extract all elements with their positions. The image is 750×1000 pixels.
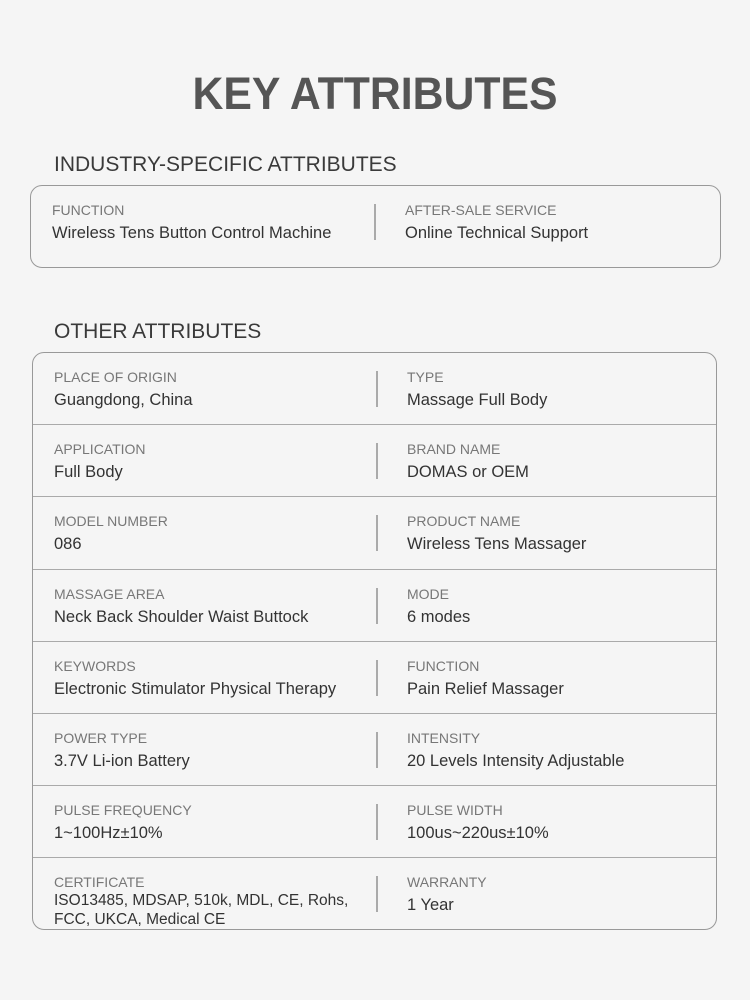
attribute-label: PULSE FREQUENCY <box>54 802 192 819</box>
attribute-cell: KEYWORDS Electronic Stimulator Physical T… <box>54 642 374 713</box>
attribute-cell: POWER TYPE 3.7V Li-ion Battery <box>54 714 374 785</box>
other-heading: OTHER ATTRIBUTES <box>54 320 262 343</box>
attribute-value: 086 <box>54 535 82 554</box>
attribute-label: INTENSITY <box>407 729 481 746</box>
attribute-cell: BRAND NAME DOMAS or OEM <box>407 425 707 496</box>
attribute-label: FUNCTION <box>52 202 125 218</box>
attribute-label: KEYWORDS <box>54 657 136 674</box>
column-divider <box>374 204 376 240</box>
attribute-value: 3.7V Li-ion Battery <box>54 751 190 770</box>
column-divider <box>376 515 378 552</box>
attribute-label: PULSE WIDTH <box>407 802 503 819</box>
attribute-cell: PULSE WIDTH 100us~220us±10% <box>407 786 707 857</box>
attribute-cell: TYPE Massage Full Body <box>407 353 707 424</box>
attribute-value: 6 modes <box>407 607 471 626</box>
attribute-row: CERTIFICATE ISO13485, MDSAP, 510k, MDL, C… <box>33 858 716 930</box>
attribute-row: PULSE FREQUENCY 1~100Hz±10% PULSE WIDTH 100… <box>33 786 716 859</box>
attribute-cell: FUNCTION Pain Relief Massager <box>407 642 707 713</box>
attribute-label: CERTIFICATE <box>54 874 145 891</box>
attribute-cell: WARRANTY 1 Year <box>407 858 707 930</box>
industry-heading: INDUSTRY-SPECIFIC ATTRIBUTES <box>54 153 397 176</box>
attribute-cell: INTENSITY 20 Levels Intensity Adjustable <box>407 714 707 785</box>
attribute-value: Online Technical Support <box>405 224 589 242</box>
attribute-row: MODEL NUMBER 086 PRODUCT NAME Wireless Tens… <box>33 497 716 570</box>
attribute-row: KEYWORDS Electronic Stimulator Physical T… <box>33 642 716 714</box>
attribute-label: WARRANTY <box>407 874 487 891</box>
column-divider <box>376 659 378 696</box>
attribute-row: PLACE OF ORIGIN Guangdong, China TYPE Massa… <box>33 353 716 426</box>
attribute-label: MODEL NUMBER <box>54 513 168 530</box>
attribute-value: 20 Levels Intensity Adjustable <box>407 751 625 770</box>
column-divider <box>376 731 378 768</box>
attribute-value: Wireless Tens Button Control Machine <box>52 224 332 242</box>
industry-table: FUNCTION Wireless Tens Button Control Mac… <box>30 185 721 268</box>
column-divider <box>376 587 378 624</box>
attribute-label: PLACE OF ORIGIN <box>54 369 177 385</box>
attribute-value: 1~100Hz±10% <box>54 824 163 843</box>
column-divider <box>376 876 378 913</box>
attribute-label: MODE <box>407 585 449 602</box>
attribute-value: 1 Year <box>407 896 454 915</box>
attribute-row: POWER TYPE 3.7V Li-ion Battery INTENSITY 20… <box>33 714 716 787</box>
attribute-cell: PLACE OF ORIGIN Guangdong, China <box>54 353 374 424</box>
attribute-cell: PRODUCT NAME Wireless Tens Massager <box>407 497 707 568</box>
attribute-value: Massage Full Body <box>407 391 548 409</box>
attribute-label: TYPE <box>407 369 444 385</box>
page-title: KEY ATTRIBUTES <box>192 68 558 119</box>
attribute-cell: AFTER-SALE SERVICE Online Technical Suppo… <box>405 186 705 267</box>
attribute-value: Electronic Stimulator Physical Therapy <box>54 679 337 698</box>
attribute-row: MASSAGE AREA Neck Back Shoulder Waist But… <box>33 570 716 642</box>
attribute-value: DOMAS or OEM <box>407 463 529 482</box>
attribute-cell: FUNCTION Wireless Tens Button Control Mac… <box>52 186 372 267</box>
attribute-value: Full Body <box>54 463 123 482</box>
attribute-cell: APPLICATION Full Body <box>54 425 374 496</box>
column-divider <box>376 443 378 480</box>
column-divider <box>376 804 378 841</box>
attribute-label: FUNCTION <box>407 657 480 674</box>
attribute-row: FUNCTION Wireless Tens Button Control Mac… <box>31 186 720 267</box>
attribute-row: APPLICATION Full Body BRAND NAME DOMAS or O… <box>33 425 716 498</box>
attribute-value: Pain Relief Massager <box>407 679 564 698</box>
attribute-value: ISO13485, MDSAP, 510k, MDL, CE, Rohs, FC… <box>54 892 349 929</box>
attribute-value: Neck Back Shoulder Waist Buttock <box>54 607 309 626</box>
other-table: PLACE OF ORIGIN Guangdong, China TYPE Massa… <box>32 352 717 930</box>
attribute-cell: MODEL NUMBER 086 <box>54 497 374 568</box>
attribute-label: POWER TYPE <box>54 729 148 746</box>
attribute-cell: MASSAGE AREA Neck Back Shoulder Waist But… <box>54 570 374 641</box>
attribute-label: BRAND NAME <box>407 441 501 458</box>
attribute-label: AFTER-SALE SERVICE <box>405 202 557 218</box>
attribute-label: MASSAGE AREA <box>54 585 165 602</box>
attribute-label: APPLICATION <box>54 441 146 458</box>
attribute-value: 100us~220us±10% <box>407 824 549 843</box>
attribute-cell: CERTIFICATE ISO13485, MDSAP, 510k, MDL, C… <box>54 858 374 930</box>
attribute-label: PRODUCT NAME <box>407 513 521 530</box>
attribute-value: Guangdong, China <box>54 391 193 409</box>
column-divider <box>376 371 378 407</box>
attribute-cell: MODE 6 modes <box>407 570 707 641</box>
attribute-value: Wireless Tens Massager <box>407 535 587 554</box>
attribute-cell: PULSE FREQUENCY 1~100Hz±10% <box>54 786 374 857</box>
